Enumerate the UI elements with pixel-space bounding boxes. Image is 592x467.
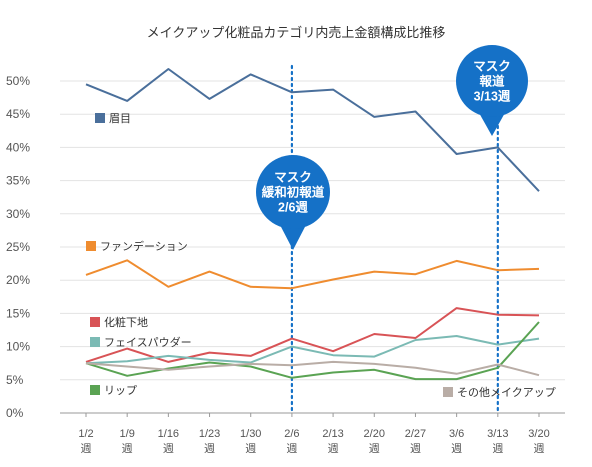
- callout-pointer: [478, 111, 506, 136]
- legend-swatch: [90, 337, 100, 347]
- callout-text: マスク: [274, 171, 312, 185]
- chart-title: メイクアップ化粧品カテゴリ内売上金額構成比推移: [147, 25, 446, 40]
- callout-pointer: [279, 223, 307, 250]
- x-tick-label: 1/23: [199, 428, 220, 440]
- x-tick-label: 2/6: [284, 428, 299, 440]
- y-tick-label: 45%: [6, 107, 30, 121]
- legend-swatch: [443, 387, 453, 397]
- callout-bubble: [256, 155, 330, 229]
- series-line: [85, 259, 540, 290]
- y-tick-label: 10%: [6, 340, 30, 354]
- x-tick-label: 週: [245, 442, 256, 455]
- series-line: [85, 307, 540, 363]
- callout-text: 報道: [479, 74, 505, 89]
- callout-bubble: [456, 45, 528, 117]
- series-line: [85, 335, 540, 365]
- x-tick-label: 週: [369, 442, 380, 455]
- x-tick-label: 1/16: [158, 428, 179, 440]
- x-tick-label: 2/13: [322, 428, 343, 440]
- x-tick-label: 週: [410, 442, 421, 455]
- x-tick-label: 3/13: [487, 428, 508, 440]
- legend-swatch: [90, 385, 100, 395]
- x-tick-label: 2/20: [364, 428, 385, 440]
- y-tick-label: 25%: [6, 240, 30, 254]
- callout-text: 3/13週: [474, 89, 511, 104]
- y-tick-label: 20%: [6, 273, 30, 287]
- legend-label: フェイスパウダー: [104, 335, 192, 349]
- series-line: [85, 360, 540, 377]
- x-tick-label: 週: [451, 442, 462, 455]
- x-axis-ticks: 1/2 週 1/9 週 1/16 週 1/23 週 1/30 週 2/6 週 2/13 週 2/20 週 2/2…: [78, 413, 550, 455]
- x-tick-label: 3/6: [449, 428, 464, 440]
- legend-label: ファンデーション: [100, 239, 188, 253]
- x-tick-label: 1/9: [120, 428, 135, 440]
- x-tick-label: 週: [328, 442, 339, 455]
- legend-label: 化粧下地: [104, 315, 148, 329]
- legend-swatch: [95, 113, 105, 123]
- series-line: [85, 68, 540, 192]
- y-tick-label: 40%: [6, 140, 30, 154]
- y-axis-ticks: 0% 5% 10% 15% 20% 25% 30% 35% 40% 45% 50%: [6, 74, 30, 420]
- y-tick-label: 50%: [6, 74, 30, 88]
- x-tick-label: 週: [492, 442, 503, 455]
- series-lines: [85, 68, 540, 381]
- x-tick-label: 1/2: [78, 428, 93, 440]
- x-tick-label: 週: [163, 442, 174, 455]
- legend-label: リップ: [104, 384, 137, 397]
- legend-label: その他メイクアップ: [457, 386, 556, 399]
- x-tick-label: 週: [81, 442, 92, 455]
- x-tick-label: 週: [286, 442, 297, 455]
- legend-swatch: [86, 241, 96, 251]
- y-tick-label: 15%: [6, 306, 30, 320]
- y-tick-label: 0%: [6, 406, 24, 420]
- x-tick-label: 2/27: [405, 428, 426, 440]
- x-tick-label: 3/20: [528, 428, 549, 440]
- callout-text: 緩和初報道: [262, 185, 325, 200]
- x-tick-label: 週: [534, 442, 545, 455]
- x-tick-label: 1/30: [240, 428, 261, 440]
- x-tick-label: 週: [122, 442, 133, 455]
- callout-text: マスク: [473, 60, 511, 74]
- y-tick-label: 5%: [6, 373, 24, 387]
- annotation-lines: [290, 64, 499, 415]
- legend-swatch: [90, 317, 100, 327]
- y-tick-label: 35%: [6, 174, 30, 188]
- y-tick-label: 30%: [6, 207, 30, 221]
- legend-label: 眉目: [109, 113, 131, 125]
- callout-text: 2/6週: [278, 200, 308, 215]
- x-tick-label: 週: [204, 442, 215, 455]
